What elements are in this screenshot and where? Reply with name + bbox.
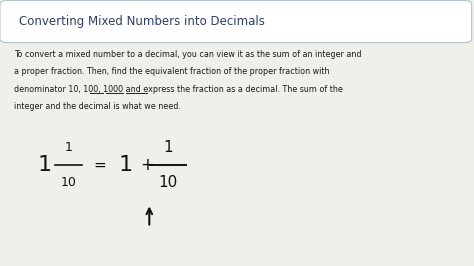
Text: Converting Mixed Numbers into Decimals: Converting Mixed Numbers into Decimals <box>19 15 265 28</box>
Text: 1: 1 <box>118 155 133 175</box>
Text: =: = <box>93 157 106 172</box>
Text: 1: 1 <box>164 140 173 155</box>
Text: 1: 1 <box>38 155 52 175</box>
Text: a proper fraction. Then, find the equivalent fraction of the proper fraction wit: a proper fraction. Then, find the equiva… <box>14 67 330 76</box>
Text: 10: 10 <box>61 176 77 189</box>
Text: To convert a mixed number to a decimal, you can view it as the sum of an integer: To convert a mixed number to a decimal, … <box>14 50 362 59</box>
Text: 10: 10 <box>159 175 178 190</box>
Text: denominator 10, 100, 1000 and express the fraction as a decimal. The sum of the: denominator 10, 100, 1000 and express th… <box>14 85 343 94</box>
Text: 1: 1 <box>65 141 73 154</box>
Text: +: + <box>140 156 154 174</box>
FancyBboxPatch shape <box>0 1 472 43</box>
Text: integer and the decimal is what we need.: integer and the decimal is what we need. <box>14 102 181 111</box>
